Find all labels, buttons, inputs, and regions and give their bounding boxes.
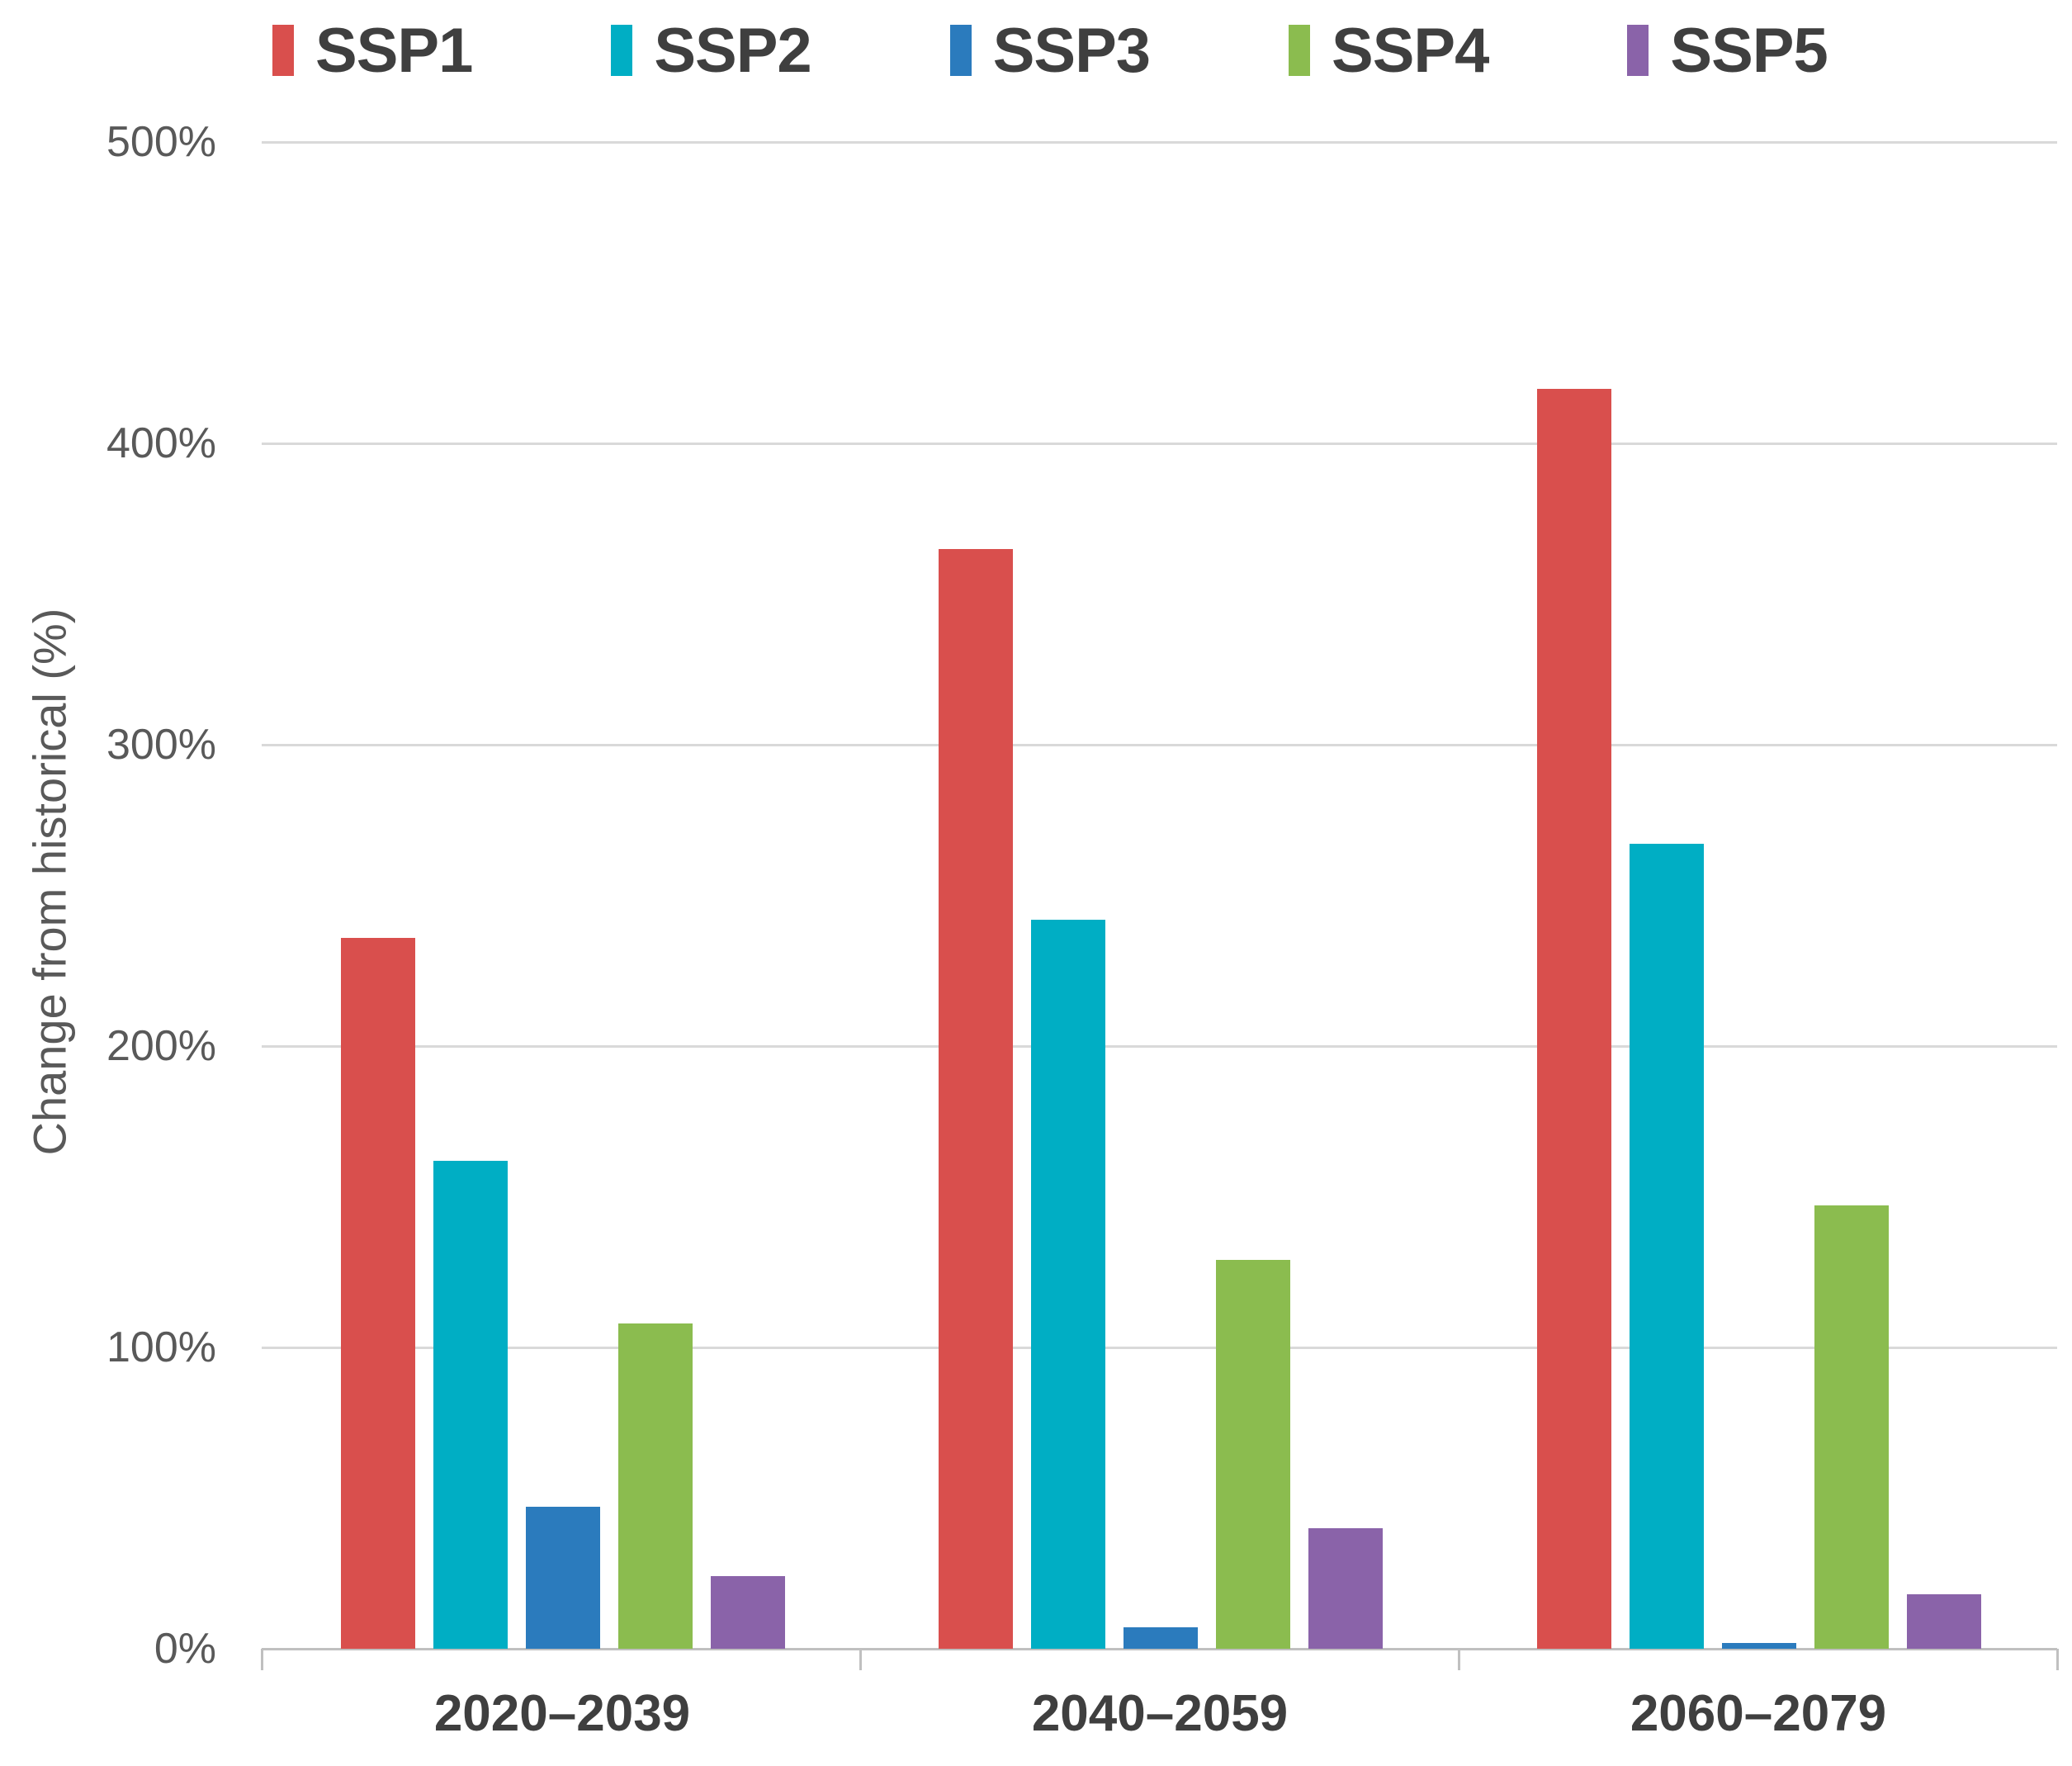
bar-ssp2-group1 bbox=[433, 1160, 508, 1649]
bar-ssp3-group3 bbox=[1721, 1642, 1796, 1649]
legend-item-ssp3: SSP3 bbox=[949, 15, 1151, 87]
bar-ssp2-group2 bbox=[1030, 919, 1105, 1649]
bar-ssp4-group2 bbox=[1215, 1260, 1290, 1649]
gridline-400% bbox=[262, 443, 2057, 445]
y-tick-label: 0% bbox=[154, 1625, 216, 1673]
bar-ssp5-group1 bbox=[710, 1576, 785, 1649]
legend-item-ssp4: SSP4 bbox=[1289, 15, 1489, 87]
gridline-100% bbox=[262, 1347, 2057, 1349]
x-axis-tick bbox=[1458, 1649, 1460, 1670]
bar-ssp4-group3 bbox=[1814, 1205, 1889, 1649]
gridline-500% bbox=[262, 141, 2057, 144]
bar-ssp3-group2 bbox=[1123, 1627, 1198, 1649]
y-tick-label: 100% bbox=[106, 1323, 216, 1371]
legend-label-ssp5: SSP5 bbox=[1670, 15, 1828, 86]
y-tick-label: 300% bbox=[106, 721, 216, 769]
x-axis-tick bbox=[261, 1649, 263, 1670]
gridline-200% bbox=[262, 1045, 2057, 1048]
legend-swatch-ssp3 bbox=[949, 25, 972, 76]
x-tick-label: 2040–2059 bbox=[1031, 1685, 1289, 1742]
bar-ssp3-group1 bbox=[525, 1507, 600, 1649]
x-axis-line bbox=[262, 1648, 2057, 1650]
x-axis-tick bbox=[2056, 1649, 2059, 1670]
legend-label-ssp2: SSP2 bbox=[654, 15, 811, 86]
legend-swatch-ssp2 bbox=[611, 25, 633, 76]
legend-swatch-ssp5 bbox=[1627, 25, 1649, 76]
x-axis-tick bbox=[859, 1649, 862, 1670]
legend-item-ssp2: SSP2 bbox=[611, 15, 812, 87]
x-tick-label: 2060–2079 bbox=[1630, 1685, 1887, 1742]
x-tick-label: 2020–2039 bbox=[433, 1685, 691, 1742]
chart-legend: SSP1 SSP2 SSP3 SSP4 SSP5 bbox=[272, 5, 1828, 96]
bar-ssp4-group1 bbox=[617, 1323, 693, 1649]
legend-swatch-ssp4 bbox=[1289, 25, 1311, 76]
y-tick-label: 400% bbox=[106, 419, 216, 467]
bar-ssp1-group1 bbox=[340, 937, 415, 1649]
legend-item-ssp1: SSP1 bbox=[272, 15, 473, 87]
bar-ssp1-group3 bbox=[1536, 389, 1611, 1649]
y-tick-label: 500% bbox=[106, 118, 216, 166]
legend-label-ssp4: SSP4 bbox=[1332, 15, 1489, 86]
bar-ssp2-group3 bbox=[1629, 844, 1704, 1649]
bar-ssp5-group3 bbox=[1906, 1594, 1981, 1649]
legend-label-ssp3: SSP3 bbox=[992, 15, 1151, 86]
gridline-300% bbox=[262, 744, 2057, 746]
bar-ssp1-group2 bbox=[938, 548, 1013, 1649]
legend-item-ssp5: SSP5 bbox=[1627, 15, 1828, 87]
legend-label-ssp1: SSP1 bbox=[315, 15, 473, 86]
legend-swatch-ssp1 bbox=[272, 25, 294, 76]
bar-ssp5-group2 bbox=[1308, 1528, 1383, 1649]
y-tick-label: 200% bbox=[106, 1022, 216, 1070]
